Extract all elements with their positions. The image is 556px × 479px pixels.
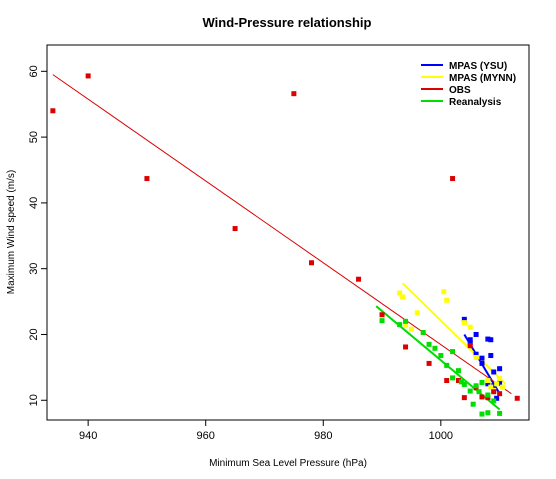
point-s1-4	[415, 310, 420, 315]
point-s3-6	[438, 353, 443, 358]
point-s3-7	[444, 363, 449, 368]
y-tick-label-2: 30	[28, 263, 40, 275]
point-s2-8	[403, 344, 408, 349]
y-axis: 10 20 30 40 50 60	[28, 65, 47, 406]
point-s3-19	[485, 393, 490, 398]
point-s3-15	[474, 383, 479, 388]
point-s1-7	[462, 320, 467, 325]
y-tick-label-3: 40	[28, 197, 40, 209]
point-s0-10	[488, 337, 493, 342]
point-s3-8	[450, 349, 455, 354]
point-s2-5	[309, 260, 314, 265]
point-s2-2	[144, 176, 149, 181]
data-points	[50, 73, 519, 416]
legend-label-0: MPAS (YSU)	[449, 61, 507, 72]
y-tick-label-5: 60	[28, 65, 40, 77]
point-s2-13	[462, 395, 467, 400]
point-s2-9	[427, 361, 432, 366]
point-s3-22	[497, 411, 502, 416]
point-s0-11	[491, 369, 496, 374]
point-s0-5	[479, 361, 484, 366]
point-s3-18	[479, 412, 484, 417]
point-s3-9	[450, 375, 455, 380]
point-s0-3	[474, 332, 479, 337]
point-s1-6	[444, 298, 449, 303]
point-s2-1	[86, 73, 91, 78]
point-s3-21	[491, 398, 496, 403]
point-s0-9	[488, 353, 493, 358]
point-s1-3	[409, 327, 414, 332]
point-s3-0	[380, 318, 385, 323]
chart-title: Wind-Pressure relationship	[203, 15, 372, 30]
point-s2-18	[491, 389, 496, 394]
point-s2-3	[233, 226, 238, 231]
legend-label-3: Reanalysis	[449, 97, 502, 108]
point-s1-14	[497, 376, 502, 381]
point-s3-3	[421, 330, 426, 335]
point-s2-6	[356, 277, 361, 282]
x-tick-label-3: 1000	[429, 430, 453, 442]
fit-lines	[53, 75, 511, 410]
point-s0-15	[497, 366, 502, 371]
point-s1-9	[474, 355, 479, 360]
x-tick-label-2: 980	[314, 430, 332, 442]
point-s3-12	[462, 382, 467, 387]
fit-line-1	[403, 283, 506, 384]
point-s3-4	[427, 342, 432, 347]
point-s2-4	[291, 91, 296, 96]
point-s2-11	[450, 176, 455, 181]
point-s3-1	[397, 322, 402, 327]
point-s1-10	[485, 378, 490, 383]
y-axis-label: Maximum Wind speed (m/s)	[6, 170, 17, 294]
point-s1-15	[500, 385, 505, 390]
point-s1-13	[494, 381, 499, 386]
point-s2-10	[444, 378, 449, 383]
y-tick-label-4: 50	[28, 131, 40, 143]
x-tick-label-1: 960	[197, 430, 215, 442]
point-s2-14	[468, 343, 473, 348]
point-s3-13	[468, 389, 473, 394]
x-axis-label: Minimum Sea Level Pressure (hPa)	[209, 458, 367, 469]
point-s0-6	[479, 356, 484, 361]
point-s2-20	[515, 396, 520, 401]
point-s3-14	[471, 402, 476, 407]
legend-label-2: OBS	[449, 85, 471, 96]
point-s3-20	[485, 410, 490, 415]
point-s3-2	[403, 319, 408, 324]
point-s3-17	[479, 380, 484, 385]
point-s3-10	[456, 368, 461, 373]
point-s1-5	[441, 289, 446, 294]
point-s2-7	[380, 312, 385, 317]
y-tick-label-0: 10	[28, 394, 40, 406]
x-axis: 940 960 980 1000	[79, 420, 453, 442]
point-s3-5	[432, 346, 437, 351]
fit-line-2	[53, 75, 511, 394]
point-s2-16	[479, 394, 484, 399]
x-tick-label-0: 940	[79, 430, 97, 442]
legend-label-1: MPAS (MYNN)	[449, 73, 516, 84]
point-s2-0	[50, 108, 55, 113]
y-tick-label-1: 20	[28, 328, 40, 340]
point-s2-19	[497, 391, 502, 396]
point-s3-16	[477, 389, 482, 394]
point-s1-8	[468, 325, 473, 330]
point-s1-1	[400, 294, 405, 299]
